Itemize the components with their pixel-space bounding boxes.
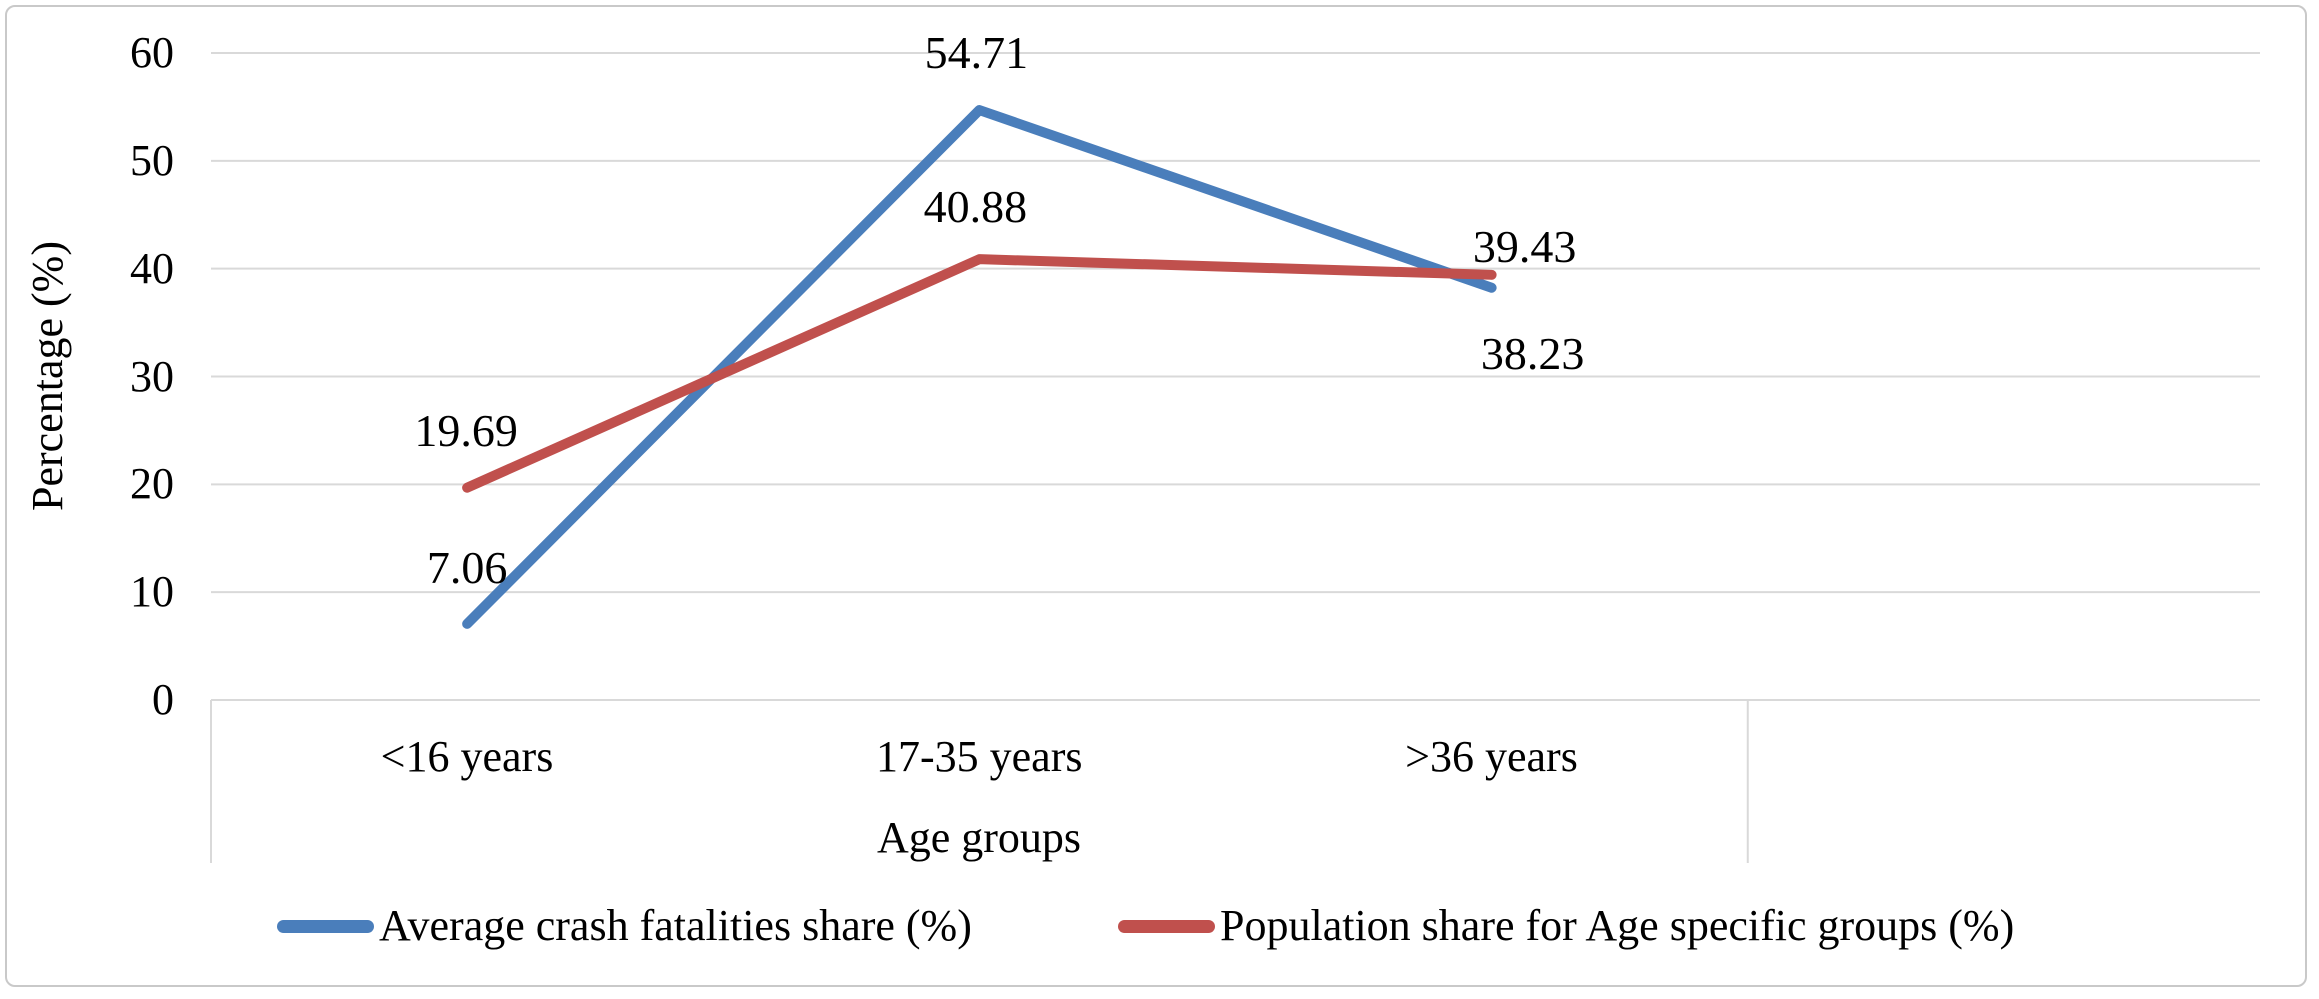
x-axis-title: Age groups: [876, 813, 1082, 862]
data-label-series1-point1: 40.88: [923, 181, 1028, 233]
category-label: >36 years: [1405, 732, 1578, 781]
data-label-series0-point2: 38.23: [1480, 327, 1585, 379]
data-label-series1-point2: 39.43: [1472, 220, 1577, 272]
category-label: <16 years: [380, 732, 554, 781]
y-tick-label: 60: [130, 28, 174, 77]
y-tick-label: 20: [130, 459, 174, 509]
data-label-series1-point0: 19.69: [414, 404, 518, 456]
data-label-series0-point0: 7.06: [426, 541, 508, 593]
series-line-average-crash-fatalities: [462, 105, 1497, 629]
y-tick-label: 30: [130, 351, 174, 401]
category-label: 17-35 years: [876, 732, 1083, 781]
data-label-series0-point1: 54.71: [924, 27, 1029, 79]
y-tick-label: 50: [130, 135, 174, 185]
y-tick-label: 0: [152, 675, 174, 724]
series-line-population-share: [462, 254, 1497, 493]
y-tick-label: 10: [130, 567, 174, 617]
y-tick-label: 40: [130, 243, 174, 293]
